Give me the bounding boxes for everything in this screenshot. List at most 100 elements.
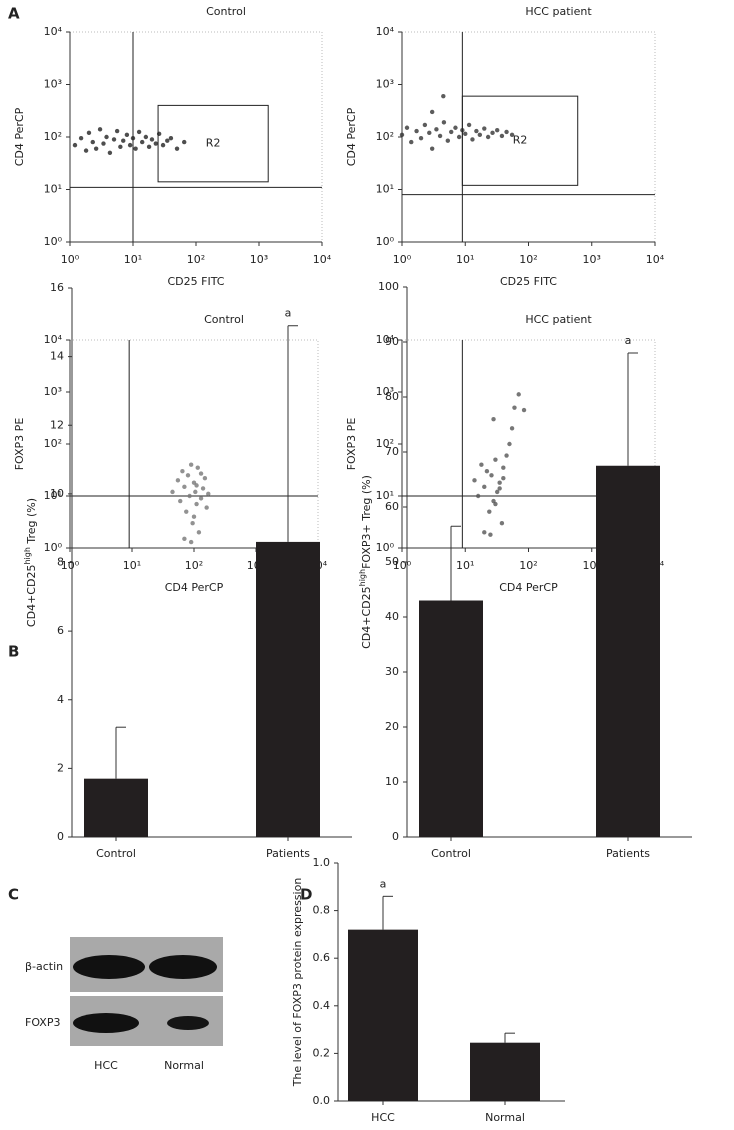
event-dot <box>488 532 493 537</box>
y-tick-label: 10² <box>44 437 62 450</box>
event-dot <box>202 475 208 481</box>
x-tick-label: 10² <box>519 559 537 572</box>
y-axis-label-part: high <box>358 569 367 586</box>
event-dot <box>489 473 494 478</box>
event-dot <box>472 478 477 483</box>
event-dot <box>200 486 206 491</box>
y-tick-label: 14 <box>50 350 64 363</box>
event-dot <box>453 125 458 130</box>
event-dot <box>422 122 428 128</box>
y-tick-label: 0.6 <box>313 951 331 964</box>
y-tick-label: 10¹ <box>44 489 62 502</box>
y-tick-label: 10¹ <box>376 489 394 502</box>
event-dot <box>187 493 192 499</box>
x-tick-label: 10⁰ <box>393 253 412 266</box>
blot-row-label: β-actin <box>25 960 63 973</box>
event-dot <box>507 441 512 447</box>
y-tick-label: 10³ <box>44 78 62 91</box>
y-axis-label: FOXP3 PE <box>345 418 358 471</box>
event-dot <box>499 133 505 139</box>
y-axis-label-part: FOXP3 PE <box>345 418 358 471</box>
event-dot <box>463 131 468 137</box>
event-dot <box>485 134 491 140</box>
panel-label: A <box>8 5 20 23</box>
blot: β-actin FOXP3 HCC Normal <box>25 937 223 1072</box>
event-dot <box>437 133 443 139</box>
x-tick-label: 10⁴ <box>646 253 665 266</box>
event-dot <box>188 462 194 467</box>
event-dot <box>487 509 492 514</box>
y-axis-label-part: CD4+CD25 <box>360 586 373 649</box>
event-dot <box>194 501 199 507</box>
event-dot <box>174 146 180 151</box>
x-tick-label: 10³ <box>583 253 601 266</box>
chart-title: HCC patient <box>525 313 592 326</box>
y-tick-label: 10³ <box>376 385 394 398</box>
event-dot <box>153 141 158 146</box>
y-tick-label: 0.4 <box>313 999 331 1012</box>
chart-title: Control <box>206 5 246 18</box>
event-dot <box>445 138 451 143</box>
bar <box>419 600 483 837</box>
chart-title: Control <box>204 313 244 326</box>
event-dot <box>484 468 490 474</box>
x-tick-label: Control <box>96 847 136 860</box>
event-dot <box>111 137 117 142</box>
event-dot <box>474 128 479 134</box>
bar <box>256 541 320 837</box>
y-axis-label: CD4 PerCP <box>13 107 26 166</box>
y-tick-label: 10⁴ <box>376 25 395 38</box>
x-tick-label: 10¹ <box>123 559 141 572</box>
band <box>73 1013 139 1033</box>
panel-label: D <box>300 886 312 904</box>
x-tick-label: 10³ <box>250 253 268 266</box>
event-dot <box>136 129 142 135</box>
x-axis-label: CD25 FITC <box>168 275 225 288</box>
x-axis-label: CD4 PerCP <box>165 581 224 594</box>
event-dot <box>501 475 506 481</box>
y-tick-label: 0 <box>392 830 399 843</box>
y-tick-label: 0.0 <box>313 1094 331 1107</box>
event-dot <box>182 484 187 490</box>
significance-label: a <box>380 877 387 890</box>
event-dot <box>130 135 136 141</box>
x-axis-label: CD4 PerCP <box>499 581 558 594</box>
y-tick-label: 10 <box>385 775 399 788</box>
event-dot <box>160 142 166 148</box>
y-tick-label: 100 <box>378 280 399 293</box>
event-dot <box>97 127 103 132</box>
significance-label: a <box>625 334 632 347</box>
bar <box>348 929 418 1101</box>
y-axis-label: CD4+CD25high Treg (%) <box>23 498 38 627</box>
event-dot <box>78 135 84 141</box>
event-dot <box>206 491 211 497</box>
event-dot <box>193 489 198 495</box>
x-tick-label: HCC <box>371 1111 395 1124</box>
event-dot <box>133 146 138 151</box>
y-tick-label: 10 <box>50 487 64 500</box>
blot-lane-label: HCC <box>94 1059 118 1072</box>
event-dot <box>185 473 191 478</box>
x-tick-label: 10⁰ <box>61 559 80 572</box>
event-dot <box>404 125 410 130</box>
event-dot <box>121 138 126 143</box>
event-dot <box>409 139 414 145</box>
event-dot <box>470 137 475 142</box>
event-dot <box>418 135 424 141</box>
y-tick-label: 10³ <box>44 385 62 398</box>
panel-label: B <box>8 643 19 661</box>
y-tick-label: 90 <box>385 335 399 348</box>
event-dot <box>475 493 481 499</box>
event-dot <box>497 486 502 491</box>
y-axis-label: CD4+CD25highFOXP3+ Treg (%) <box>358 475 373 649</box>
event-dot <box>143 134 149 140</box>
event-dot <box>482 530 487 535</box>
event-dot <box>118 144 123 150</box>
event-dot <box>493 501 498 507</box>
x-tick-label: Control <box>431 847 471 860</box>
event-dot <box>441 93 446 99</box>
y-axis-label: CD4 PerCP <box>345 107 358 166</box>
y-tick-label: 10⁰ <box>376 541 395 554</box>
event-dot <box>497 480 502 485</box>
